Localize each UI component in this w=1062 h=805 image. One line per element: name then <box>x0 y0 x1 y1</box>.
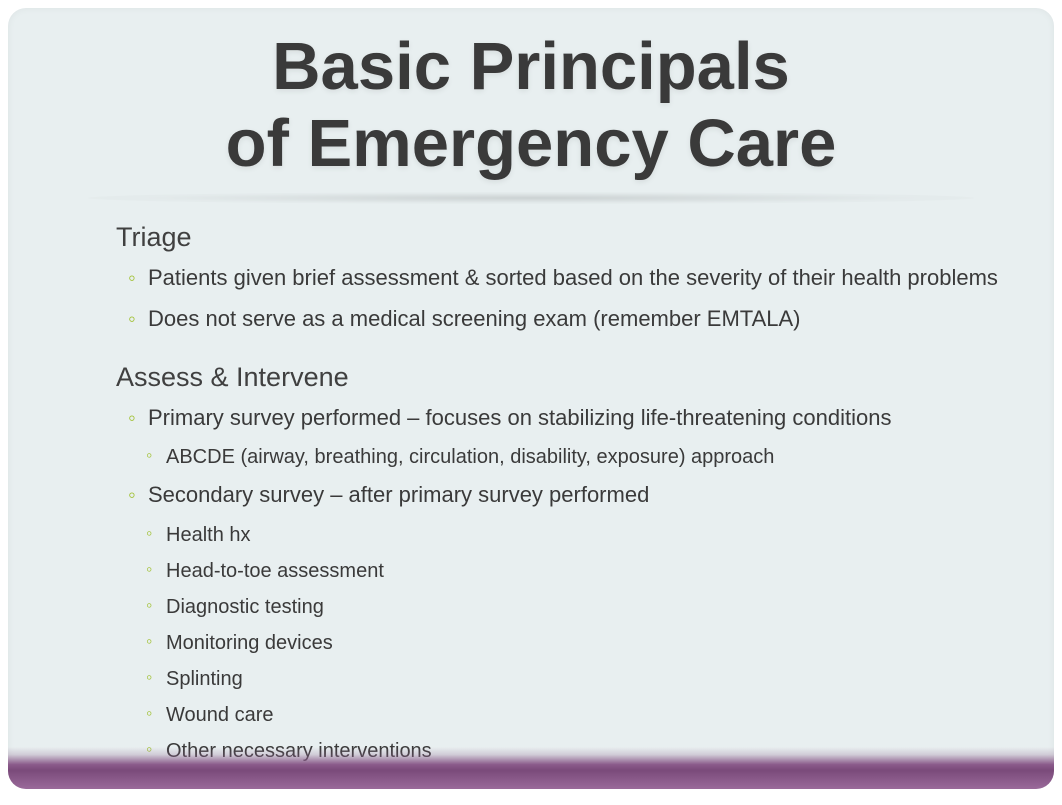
section-heading-assess: Assess & Intervene <box>116 362 1014 393</box>
decorative-bottom-bar <box>8 747 1054 789</box>
list-item: Patients given brief assessment & sorted… <box>116 259 1014 296</box>
list-item: Does not serve as a medical screening ex… <box>116 300 1014 337</box>
list-item: Head-to-toe assessment <box>116 554 1014 588</box>
title-line-2: of Emergency Care <box>226 106 837 181</box>
title-underline-shadow <box>88 192 974 204</box>
list-item: Monitoring devices <box>116 626 1014 660</box>
presentation-slide: Basic Principals of Emergency Care Triag… <box>8 8 1054 789</box>
slide-content: Triage Patients given brief assessment &… <box>8 216 1054 789</box>
list-item: Diagnostic testing <box>116 590 1014 624</box>
section-heading-triage: Triage <box>116 222 1014 253</box>
title-line-1: Basic Principals <box>272 29 790 104</box>
list-item: Primary survey performed – focuses on st… <box>116 399 1014 436</box>
triage-list: Patients given brief assessment & sorted… <box>116 259 1014 338</box>
list-item: Splinting <box>116 662 1014 696</box>
assess-list: Primary survey performed – focuses on st… <box>116 399 1014 768</box>
list-item: Secondary survey – after primary survey … <box>116 476 1014 513</box>
list-item: ABCDE (airway, breathing, circulation, d… <box>116 440 1014 474</box>
slide-title: Basic Principals of Emergency Care <box>8 8 1054 192</box>
list-item: Health hx <box>116 518 1014 552</box>
list-item: Wound care <box>116 698 1014 732</box>
